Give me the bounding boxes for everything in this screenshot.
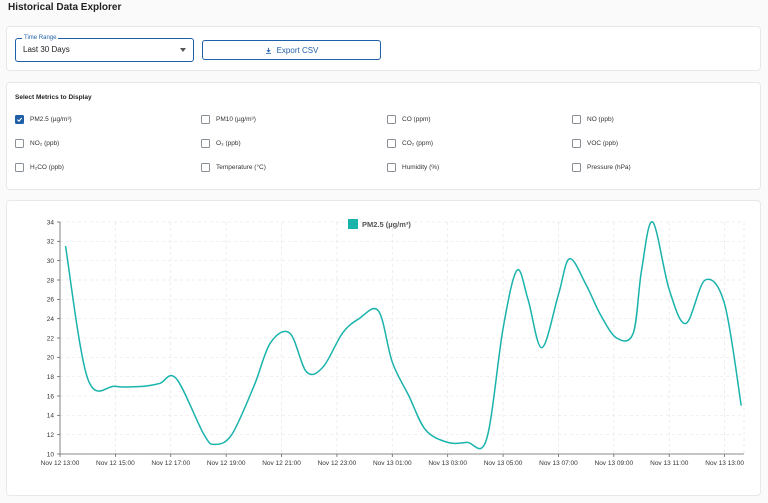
metric-label: O₃ (ppb) — [216, 140, 241, 147]
metric-label: Temperature (°C) — [216, 164, 266, 171]
metric-option[interactable]: PM10 (µg/m³) — [201, 115, 256, 124]
metric-checkbox[interactable] — [572, 139, 581, 148]
series-line-pm25 — [64, 221, 742, 450]
legend-label: PM2.5 (µg/m³) — [362, 220, 411, 229]
x-tick-label: Nov 13 11:00 — [650, 460, 689, 467]
metric-checkbox[interactable] — [15, 139, 24, 148]
y-tick-label: 32 — [47, 239, 55, 246]
legend-swatch — [348, 219, 358, 229]
metric-label: CO (ppm) — [402, 116, 431, 123]
metric-option[interactable]: Humidity (%) — [387, 163, 439, 172]
y-tick-label: 18 — [47, 374, 55, 381]
metrics-panel: Select Metrics to Display PM2.5 (µg/m³) P… — [6, 82, 761, 190]
metric-option[interactable]: H₂CO (ppb) — [15, 163, 64, 172]
line-chart: 10 12 14 16 18 20 22 24 26 28 30 32 34 Nov 12 13:00 No… — [41, 219, 745, 467]
metric-checkbox[interactable] — [387, 115, 396, 124]
y-tick-label: 26 — [47, 297, 55, 304]
metric-option[interactable]: NO (ppb) — [572, 115, 614, 124]
check-icon — [17, 117, 23, 123]
metric-option[interactable]: PM2.5 (µg/m³) — [15, 115, 72, 124]
chevron-down-icon[interactable] — [180, 48, 186, 52]
y-tick-label: 10 — [47, 451, 55, 458]
y-tick-label: 14 — [47, 413, 55, 420]
metric-checkbox[interactable] — [15, 163, 24, 172]
x-tick-label: Nov 12 17:00 — [151, 460, 190, 467]
x-tick-label: Nov 13 01:00 — [373, 460, 412, 467]
y-tick-label: 28 — [47, 277, 55, 284]
metric-label: NO (ppb) — [587, 116, 614, 123]
metric-checkbox[interactable] — [15, 115, 24, 124]
chart-panel: 10 12 14 16 18 20 22 24 26 28 30 32 34 Nov 12 13:00 No… — [6, 200, 761, 496]
y-tick-label: 34 — [47, 219, 55, 226]
export-csv-label: Export CSV — [276, 45, 319, 55]
metric-option[interactable]: Temperature (°C) — [201, 163, 266, 172]
metric-checkbox[interactable] — [387, 139, 396, 148]
x-tick-label: Nov 12 13:00 — [41, 460, 80, 467]
metric-option[interactable]: VOC (ppb) — [572, 139, 618, 148]
metric-option[interactable]: O₃ (ppb) — [201, 139, 241, 148]
time-range-label: Time Range — [22, 34, 59, 42]
metric-label: Pressure (hPa) — [587, 164, 631, 171]
x-tick-label: Nov 13 09:00 — [595, 460, 634, 467]
metric-option[interactable]: CO₂ (ppm) — [387, 139, 433, 148]
page-title: Historical Data Explorer — [8, 2, 122, 13]
metric-option[interactable]: NO₂ (ppb) — [15, 139, 59, 148]
time-range-value: Last 30 Days — [23, 45, 70, 54]
x-tick-label: Nov 12 23:00 — [318, 460, 357, 467]
metric-checkbox[interactable] — [572, 163, 581, 172]
metric-checkbox[interactable] — [201, 139, 210, 148]
x-tick-label: Nov 12 21:00 — [262, 460, 301, 467]
y-tick-label: 12 — [47, 432, 55, 439]
controls-panel: Time Range Last 30 Days Export CSV — [6, 26, 761, 71]
metric-checkbox[interactable] — [387, 163, 396, 172]
x-tick-label: Nov 12 19:00 — [207, 460, 246, 467]
y-tick-label: 24 — [47, 316, 55, 323]
y-tick-label: 20 — [47, 355, 55, 362]
x-tick-label: Nov 13 07:00 — [539, 460, 578, 467]
x-tick-label: Nov 13 05:00 — [484, 460, 523, 467]
metric-label: NO₂ (ppb) — [30, 140, 60, 147]
download-icon — [265, 47, 271, 54]
x-tick-label: Nov 12 15:00 — [96, 460, 135, 467]
metric-label: PM2.5 (µg/m³) — [30, 116, 72, 123]
metric-checkbox[interactable] — [201, 163, 210, 172]
metric-label: H₂CO (ppb) — [30, 164, 64, 171]
metrics-title: Select Metrics to Display — [15, 94, 92, 101]
metric-checkbox[interactable] — [201, 115, 210, 124]
x-tick-label: Nov 13 03:00 — [428, 460, 467, 467]
metric-option[interactable]: Pressure (hPa) — [572, 163, 631, 172]
x-tick-label: Nov 13 13:00 — [705, 460, 744, 467]
y-tick-label: 30 — [47, 258, 55, 265]
time-range-select[interactable]: Time Range Last 30 Days — [15, 34, 194, 62]
y-tick-label: 16 — [47, 393, 55, 400]
metric-label: PM10 (µg/m³) — [216, 116, 256, 123]
metric-label: VOC (ppb) — [587, 140, 619, 147]
export-csv-button[interactable]: Export CSV — [202, 40, 381, 60]
metric-option[interactable]: CO (ppm) — [387, 115, 431, 124]
y-tick-label: 22 — [47, 335, 55, 342]
metric-label: CO₂ (ppm) — [402, 140, 434, 147]
metric-label: Humidity (%) — [402, 164, 440, 171]
metric-checkbox[interactable] — [572, 115, 581, 124]
